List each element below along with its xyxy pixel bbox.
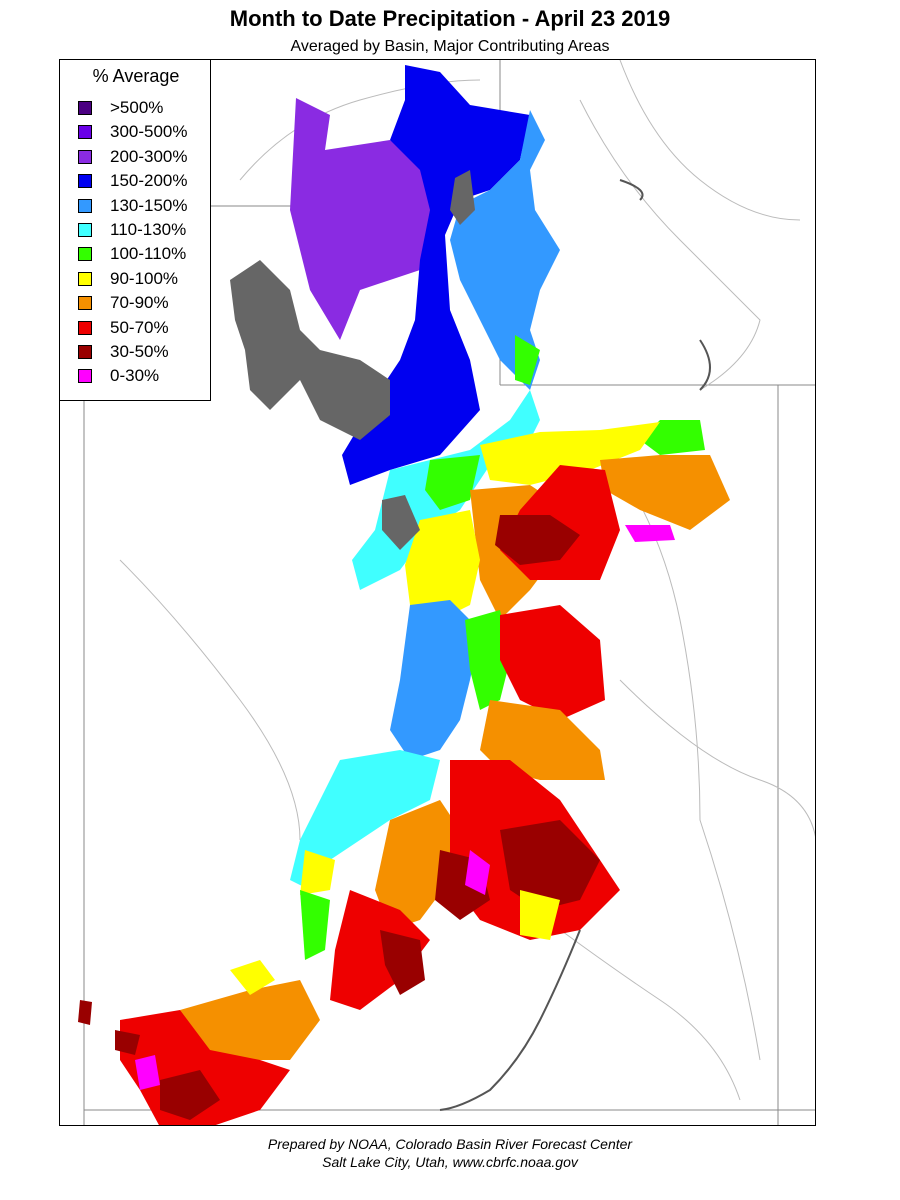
basin-30-50-lower — [380, 930, 425, 995]
legend-item: 300-500% — [78, 121, 188, 143]
river-line — [119, 559, 301, 841]
legend-label: 0-30% — [110, 366, 160, 386]
legend: % Average >500% 300-500% 200-300% 150-200% 1… — [59, 59, 211, 401]
basin-70-90-east — [600, 455, 730, 530]
legend-item: 200-300% — [78, 146, 188, 168]
basin-30-50-west — [115, 1030, 140, 1055]
utah-lake — [382, 495, 420, 550]
basin-30-50-edge — [78, 1000, 92, 1025]
basin-100-110-north — [515, 335, 540, 385]
basin-50-70-lower — [330, 890, 430, 1010]
river-line — [599, 439, 761, 1061]
legend-swatch — [78, 101, 92, 115]
river-line — [619, 179, 644, 201]
basin-0-30-upper — [625, 525, 675, 542]
basin-90-100-south — [300, 850, 335, 895]
basin-130-150-center — [390, 600, 480, 760]
river-line — [579, 99, 761, 391]
legend-label: 50-70% — [110, 317, 169, 337]
legend-label: 130-150% — [110, 195, 188, 215]
great-salt-lake — [230, 260, 390, 440]
legend-item: 100-110% — [78, 243, 186, 265]
legend-swatch — [78, 247, 92, 262]
basin-70-90-south — [375, 800, 460, 930]
legend-label: 100-110% — [110, 244, 187, 264]
credit-line-2: Salt Lake City, Utah, www.cbrfc.noaa.gov — [322, 1154, 578, 1170]
river-line — [699, 339, 711, 391]
basin-polygons — [78, 65, 730, 1125]
precipitation-map — [60, 60, 815, 1125]
basin-50-70-middle — [500, 605, 605, 720]
basin-90-100-north — [480, 422, 660, 485]
basin-70-90-southwest — [180, 980, 320, 1060]
basin-100-110-south — [300, 890, 330, 960]
legend-label: 150-200% — [110, 171, 188, 191]
lake-powell — [439, 929, 581, 1111]
legend-swatch — [78, 149, 92, 164]
legend-label: 110-130% — [110, 220, 187, 239]
river-line — [619, 679, 815, 838]
legend-swatch — [78, 296, 92, 311]
map-panel — [59, 59, 816, 1126]
legend-label: 300-500% — [110, 122, 188, 142]
legend-item: 150-200% — [78, 170, 188, 192]
basin-100-110-center — [465, 610, 510, 710]
map-subtitle: Averaged by Basin, Major Contributing Ar… — [290, 38, 610, 55]
basin-0-30-southwest — [135, 1055, 160, 1090]
credit-line-1: Prepared by NOAA, Colorado Basin River F… — [267, 1136, 633, 1152]
water-bodies — [230, 170, 475, 550]
legend-swatch — [78, 125, 92, 140]
basin-100-110-mid — [425, 455, 480, 510]
basin-30-50-south — [500, 820, 600, 910]
legend-swatch — [78, 198, 92, 213]
basin-110-130-south — [290, 750, 440, 890]
legend-item: 130-150% — [78, 195, 188, 217]
basin-30-50-upper — [495, 515, 580, 565]
basin-100-110-east — [640, 420, 705, 455]
legend-swatch — [78, 345, 92, 359]
legend-label: 70-90% — [110, 293, 169, 313]
river-line — [619, 60, 801, 221]
legend-title: % Average — [92, 66, 180, 86]
legend-item: 30-50% — [78, 341, 169, 363]
legend-item: 70-90% — [78, 292, 169, 314]
legend-label: >500% — [110, 98, 164, 117]
legend-swatch — [78, 369, 92, 384]
basin-90-100-southwest — [230, 960, 275, 995]
map-title: Month to Date Precipitation - April 23 2… — [229, 6, 671, 31]
basin-90-100-southeast — [520, 890, 560, 940]
basin-200-300 — [290, 98, 440, 340]
bear-lake — [450, 170, 475, 225]
legend-swatch — [78, 174, 92, 189]
legend-label: 90-100% — [110, 268, 179, 288]
legend-label: 30-50% — [110, 342, 169, 361]
legend-swatch — [78, 223, 92, 237]
basin-130-150 — [450, 110, 560, 390]
river-lines-dark — [439, 179, 711, 1111]
legend-swatch — [78, 320, 92, 335]
basin-90-100-center — [405, 510, 480, 620]
basin-70-90-middle — [480, 700, 605, 780]
legend-label: 200-300% — [110, 146, 188, 166]
legend-item: 0-30% — [78, 365, 159, 387]
legend-item: 90-100% — [78, 268, 178, 290]
basin-0-30-south — [465, 850, 490, 895]
legend-item: 110-130% — [78, 219, 186, 241]
legend-item: 50-70% — [78, 317, 169, 339]
legend-item: >500% — [78, 97, 163, 119]
basin-30-50-southwest-2 — [160, 1070, 220, 1120]
legend-swatch — [78, 271, 92, 286]
